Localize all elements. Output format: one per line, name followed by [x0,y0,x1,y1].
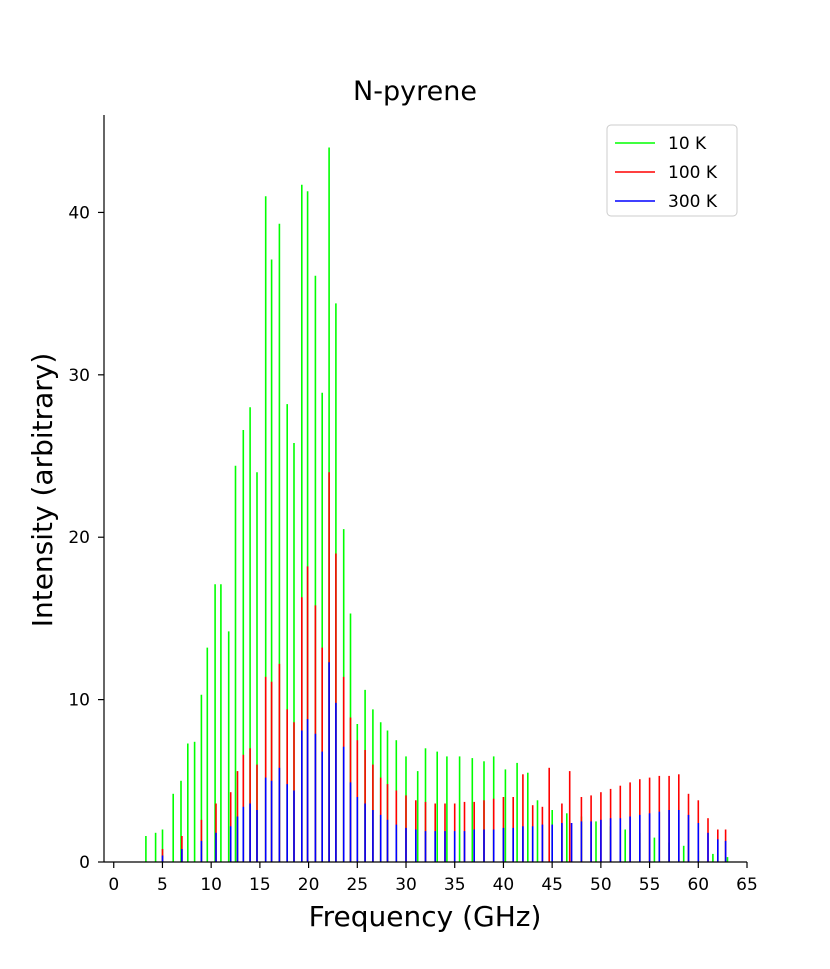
x-axis-title: Frequency (GHz) [309,900,542,933]
x-tick-label-12: 60 [687,875,709,895]
series-10k [145,147,729,862]
y-tick-label-0: 0 [79,853,90,873]
y-ticks: 0 10 20 30 40 [68,203,104,873]
y-tick-label-3: 30 [68,366,90,386]
legend-frame [606,124,738,217]
series-100k [161,472,727,862]
series-300k [161,662,727,862]
x-tick-label-4: 20 [298,875,320,895]
x-tick-label-5: 25 [346,875,368,895]
y-tick-label-1: 10 [68,691,90,711]
series-layer [145,147,729,862]
x-tick-label-1: 5 [157,875,168,895]
x-tick-label-6: 30 [395,875,417,895]
legend: 10 K 100 K 300 K [606,124,738,217]
x-tick-label-8: 40 [493,875,515,895]
legend-label-1: 100 K [668,163,718,183]
x-tick-label-9: 45 [541,875,563,895]
x-ticks: 0 5 10 15 20 25 30 35 40 45 50 55 60 65 [108,862,758,895]
y-axis-title: Intensity (arbitrary) [26,353,59,628]
x-tick-label-2: 10 [200,875,222,895]
x-tick-label-3: 15 [249,875,271,895]
x-tick-label-10: 50 [590,875,612,895]
chart-title: N-pyrene [353,76,477,107]
x-tick-label-11: 55 [639,875,661,895]
y-tick-label-4: 40 [68,203,90,223]
x-tick-label-7: 35 [444,875,466,895]
x-tick-label-13: 65 [736,875,758,895]
legend-label-2: 300 K [668,192,718,212]
legend-label-0: 10 K [668,134,707,154]
y-tick-label-2: 20 [68,528,90,548]
x-tick-label-0: 0 [108,875,119,895]
